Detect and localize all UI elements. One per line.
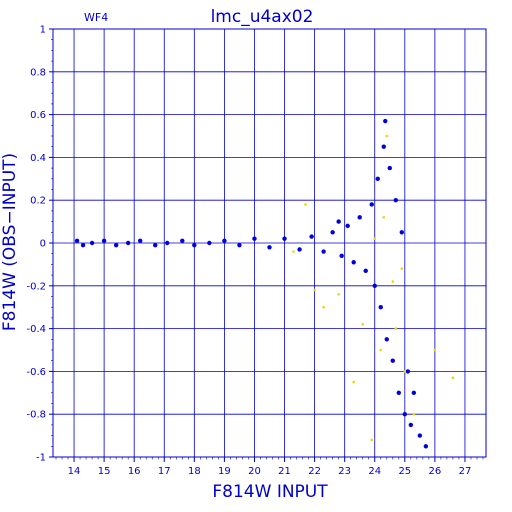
data-point [297,247,302,252]
tick-labels: 14 15 16 17 18 19 20 21 22 23 24 25 26 27 -1 -0.8 -0.6 -0… [26,25,484,477]
data-point [375,176,380,181]
data-point [357,215,362,220]
data-point [351,260,356,265]
panel-label: WF4 [84,11,108,24]
data-point [180,238,185,244]
data-point [363,268,368,274]
x-tick-label: 16 [128,466,141,477]
data-point [393,198,398,203]
y-tick-label: 0 [40,239,46,250]
data-point [138,238,143,244]
data-point [252,236,257,241]
data-point [125,240,131,246]
x-tick-label: 18 [188,466,201,477]
data-point [385,134,389,138]
data-point [396,390,401,395]
data-point [80,242,86,248]
data-point [384,337,389,342]
data-point [339,253,344,259]
data-point [412,412,416,416]
data-point [370,438,374,442]
x-tick-label: 23 [338,466,351,477]
data-point [192,242,197,248]
data-point [322,305,325,309]
data-point [282,236,287,241]
data-point [382,216,386,219]
y-tick-label: -0.8 [26,410,46,421]
data-point [383,118,388,124]
x-tick-label: 17 [158,466,171,477]
data-point [309,234,314,239]
data-point [402,412,408,417]
data-point [337,293,340,296]
data-point [237,242,242,248]
data-point [411,390,417,395]
data-point [207,240,212,246]
data-point [101,238,107,244]
data-point [378,305,383,310]
data-point [387,165,392,171]
y-tick-label: -0.6 [26,367,46,378]
data-point [391,280,395,283]
x-tick-label: 27 [459,466,472,477]
x-tick-label: 21 [278,466,291,477]
data-point [267,245,272,250]
chart-title: lmc_u4ax02 [211,7,314,27]
data-point [330,230,335,235]
data-point [336,219,341,224]
y-tick-label: -1 [36,453,46,464]
data-point [372,283,377,288]
data-point [321,249,326,254]
data-point [451,376,455,380]
data-point [408,422,414,428]
data-point [222,238,227,244]
data-point [390,358,395,363]
data-point [400,267,404,270]
data-point [405,369,411,374]
data-point [417,433,423,438]
y-tick-label: 0.8 [30,67,46,78]
y-tick-label: -0.4 [26,324,46,335]
x-tick-label: 14 [68,466,81,477]
data-point [304,203,307,206]
y-axis-title: F814W (OBS−INPUT) [0,153,20,331]
data-point [399,230,405,235]
data-point [113,242,119,248]
grid [53,28,486,458]
data-point [403,370,407,373]
x-tick-label: 15 [98,466,111,477]
data-point [423,444,429,449]
y-tick-label: -0.2 [26,281,46,292]
y-tick-label: 1 [40,25,46,36]
data-point [345,223,350,229]
data-point [373,237,377,241]
data-point [153,242,158,248]
data-point [361,323,365,326]
y-tick-label: 0.6 [30,110,46,121]
x-tick-label: 20 [248,466,261,477]
x-tick-label: 26 [429,466,442,477]
data-point [369,202,374,207]
data-point [165,240,170,246]
data-point [433,348,437,352]
data-point [292,250,295,253]
x-tick-label: 22 [308,466,321,477]
data-point [313,288,316,292]
data-point [352,380,355,384]
y-tick-label: 0.2 [30,196,46,207]
data-points [74,118,455,449]
y-tick-label: 0.4 [30,153,46,164]
x-tick-label: 25 [398,466,411,477]
data-point [379,348,383,352]
x-tick-label: 24 [368,466,381,477]
x-axis-title: F814W INPUT [212,482,328,502]
data-point [89,240,95,246]
data-point [394,327,398,330]
x-tick-label: 19 [218,466,231,477]
data-point [74,238,80,244]
data-point [381,144,386,149]
